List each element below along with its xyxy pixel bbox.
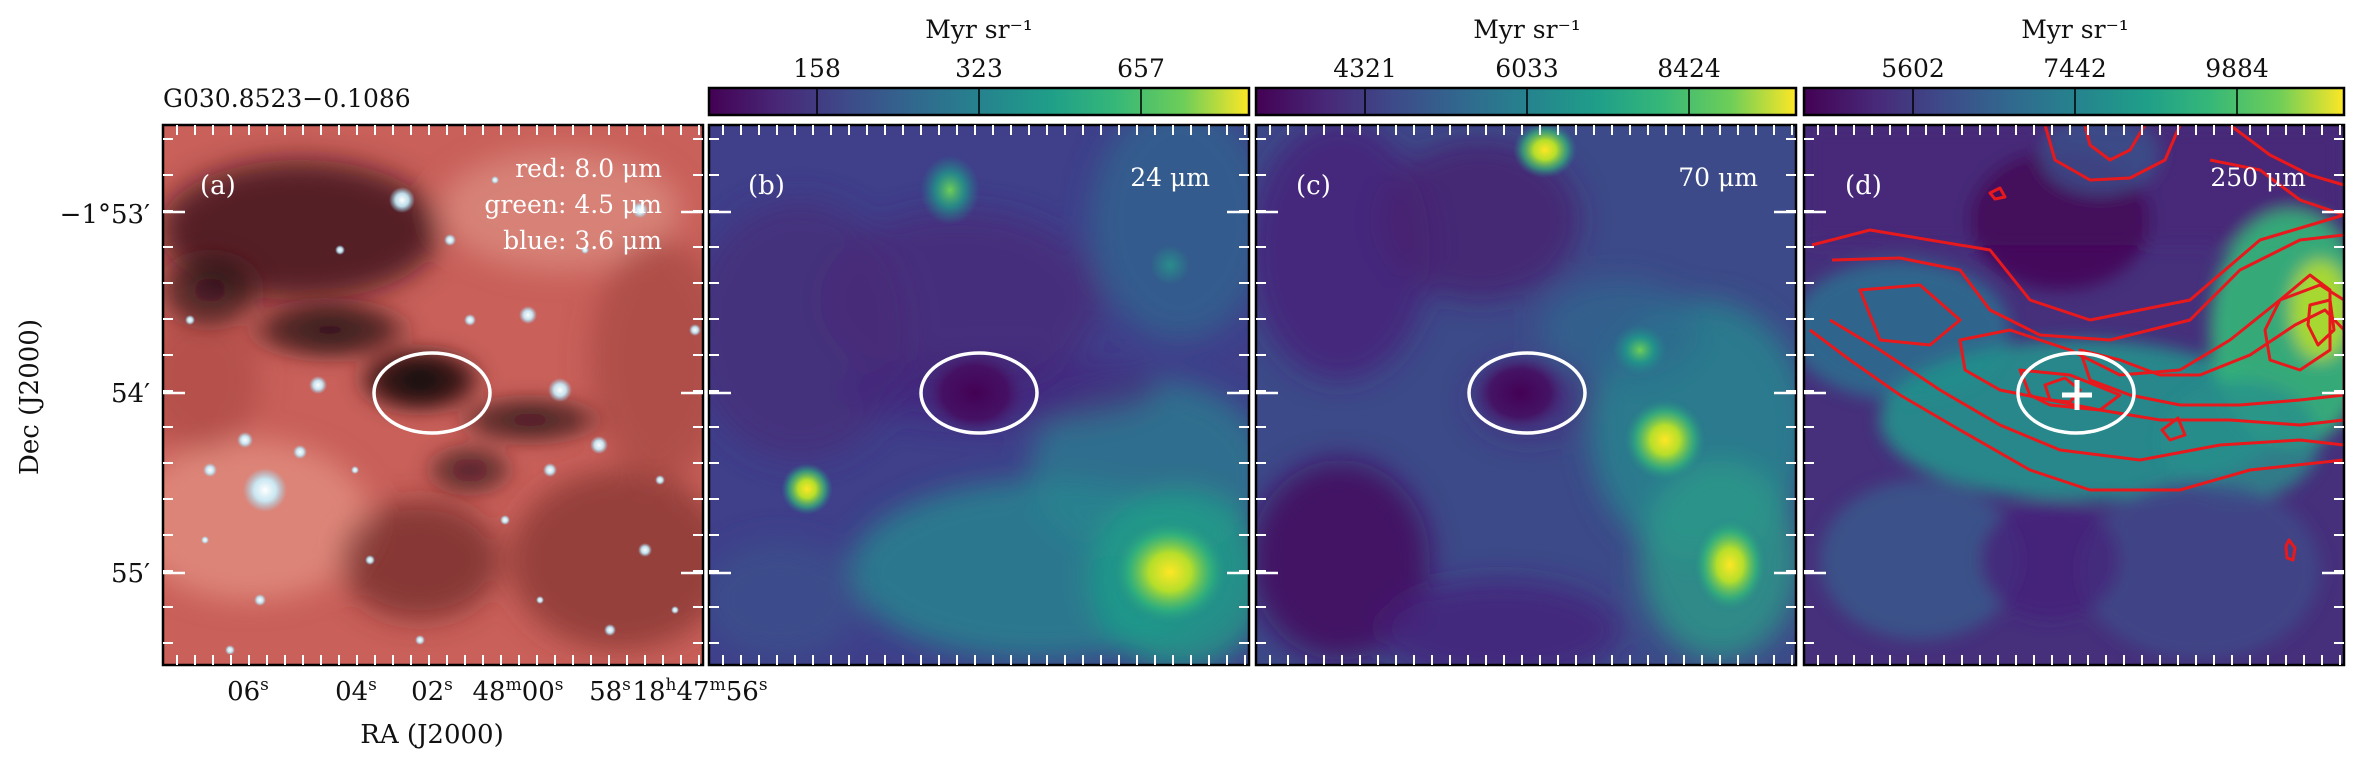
x-tick-label: 58s [589,675,631,707]
panel-a-frame [161,123,705,667]
panel-b [709,125,1249,665]
panel-a [163,125,703,665]
panel-label: (d) [1845,171,1882,201]
colorbar-b: Myr sr⁻¹ 158 323 657 [707,15,1251,117]
colorbar-tick-label: 9884 [2205,54,2269,83]
panel-c [1256,125,1796,665]
colorbar-tick-label: 6033 [1495,54,1559,83]
source-ellipse [372,351,492,435]
colorbar-tick-label: 8424 [1657,54,1721,83]
x-tick-label: 48m00s [472,675,563,707]
panel-wavelength: 70 μm [1678,163,1758,192]
source-ellipse [2016,351,2136,435]
source-ellipse [919,351,1039,435]
y-tick-label: −1°53′ [60,200,150,230]
source-ellipse [1467,351,1587,435]
source-name: G030.8523−0.1086 [163,84,411,113]
rgb-channel-green: green: 4.5 μm [484,190,662,219]
colorbar-tick-label: 158 [793,54,841,83]
x-tick-label: 18h47m56s [632,675,767,707]
tick-marks [163,125,2344,665]
panel-wavelength: 250 μm [2210,163,2306,192]
colorbar-c: Myr sr⁻¹ 4321 6033 8424 [1254,15,1798,117]
colorbar-tick-label: 4321 [1333,54,1397,83]
x-axis-title: RA (J2000) [360,720,504,750]
y-tick-label: 54′ [111,379,150,409]
panel-b-frame [707,123,1251,667]
panel-c-frame [1254,123,1798,667]
colorbar-unit: Myr sr⁻¹ [1473,15,1581,44]
colorbar-tick-label: 323 [955,54,1003,83]
rgb-channel-blue: blue: 3.6 μm [503,226,662,255]
rgb-channel-red: red: 8.0 μm [515,154,662,183]
panel-d [1804,125,2344,665]
colorbar-gradient [1254,86,1798,117]
y-axis-title: Dec (J2000) [15,319,45,475]
x-tick-label: 04s [335,675,377,707]
colorbar-tick-label: 657 [1117,54,1165,83]
source-peak-marker [2062,380,2092,410]
contours [1809,125,2344,562]
star-field [185,176,701,655]
x-tick-label: 06s [227,675,269,707]
panel-label: (b) [748,171,785,201]
x-tick-label: 02s [411,675,453,707]
panel-wavelength: 24 μm [1130,163,1210,192]
colorbar-tick-label: 7442 [2043,54,2107,83]
panel-label: (c) [1296,171,1331,201]
colorbar-unit: Myr sr⁻¹ [925,15,1033,44]
y-tick-label: 55′ [111,559,150,589]
panel-label: (a) [200,171,236,201]
colorbar-unit: Myr sr⁻¹ [2021,15,2129,44]
colorbar-d: Myr sr⁻¹ 5602 7442 9884 [1802,15,2346,117]
colorbar-tick-label: 5602 [1881,54,1945,83]
panel-d-frame [1802,123,2346,667]
colorbar-gradient [1802,86,2346,117]
